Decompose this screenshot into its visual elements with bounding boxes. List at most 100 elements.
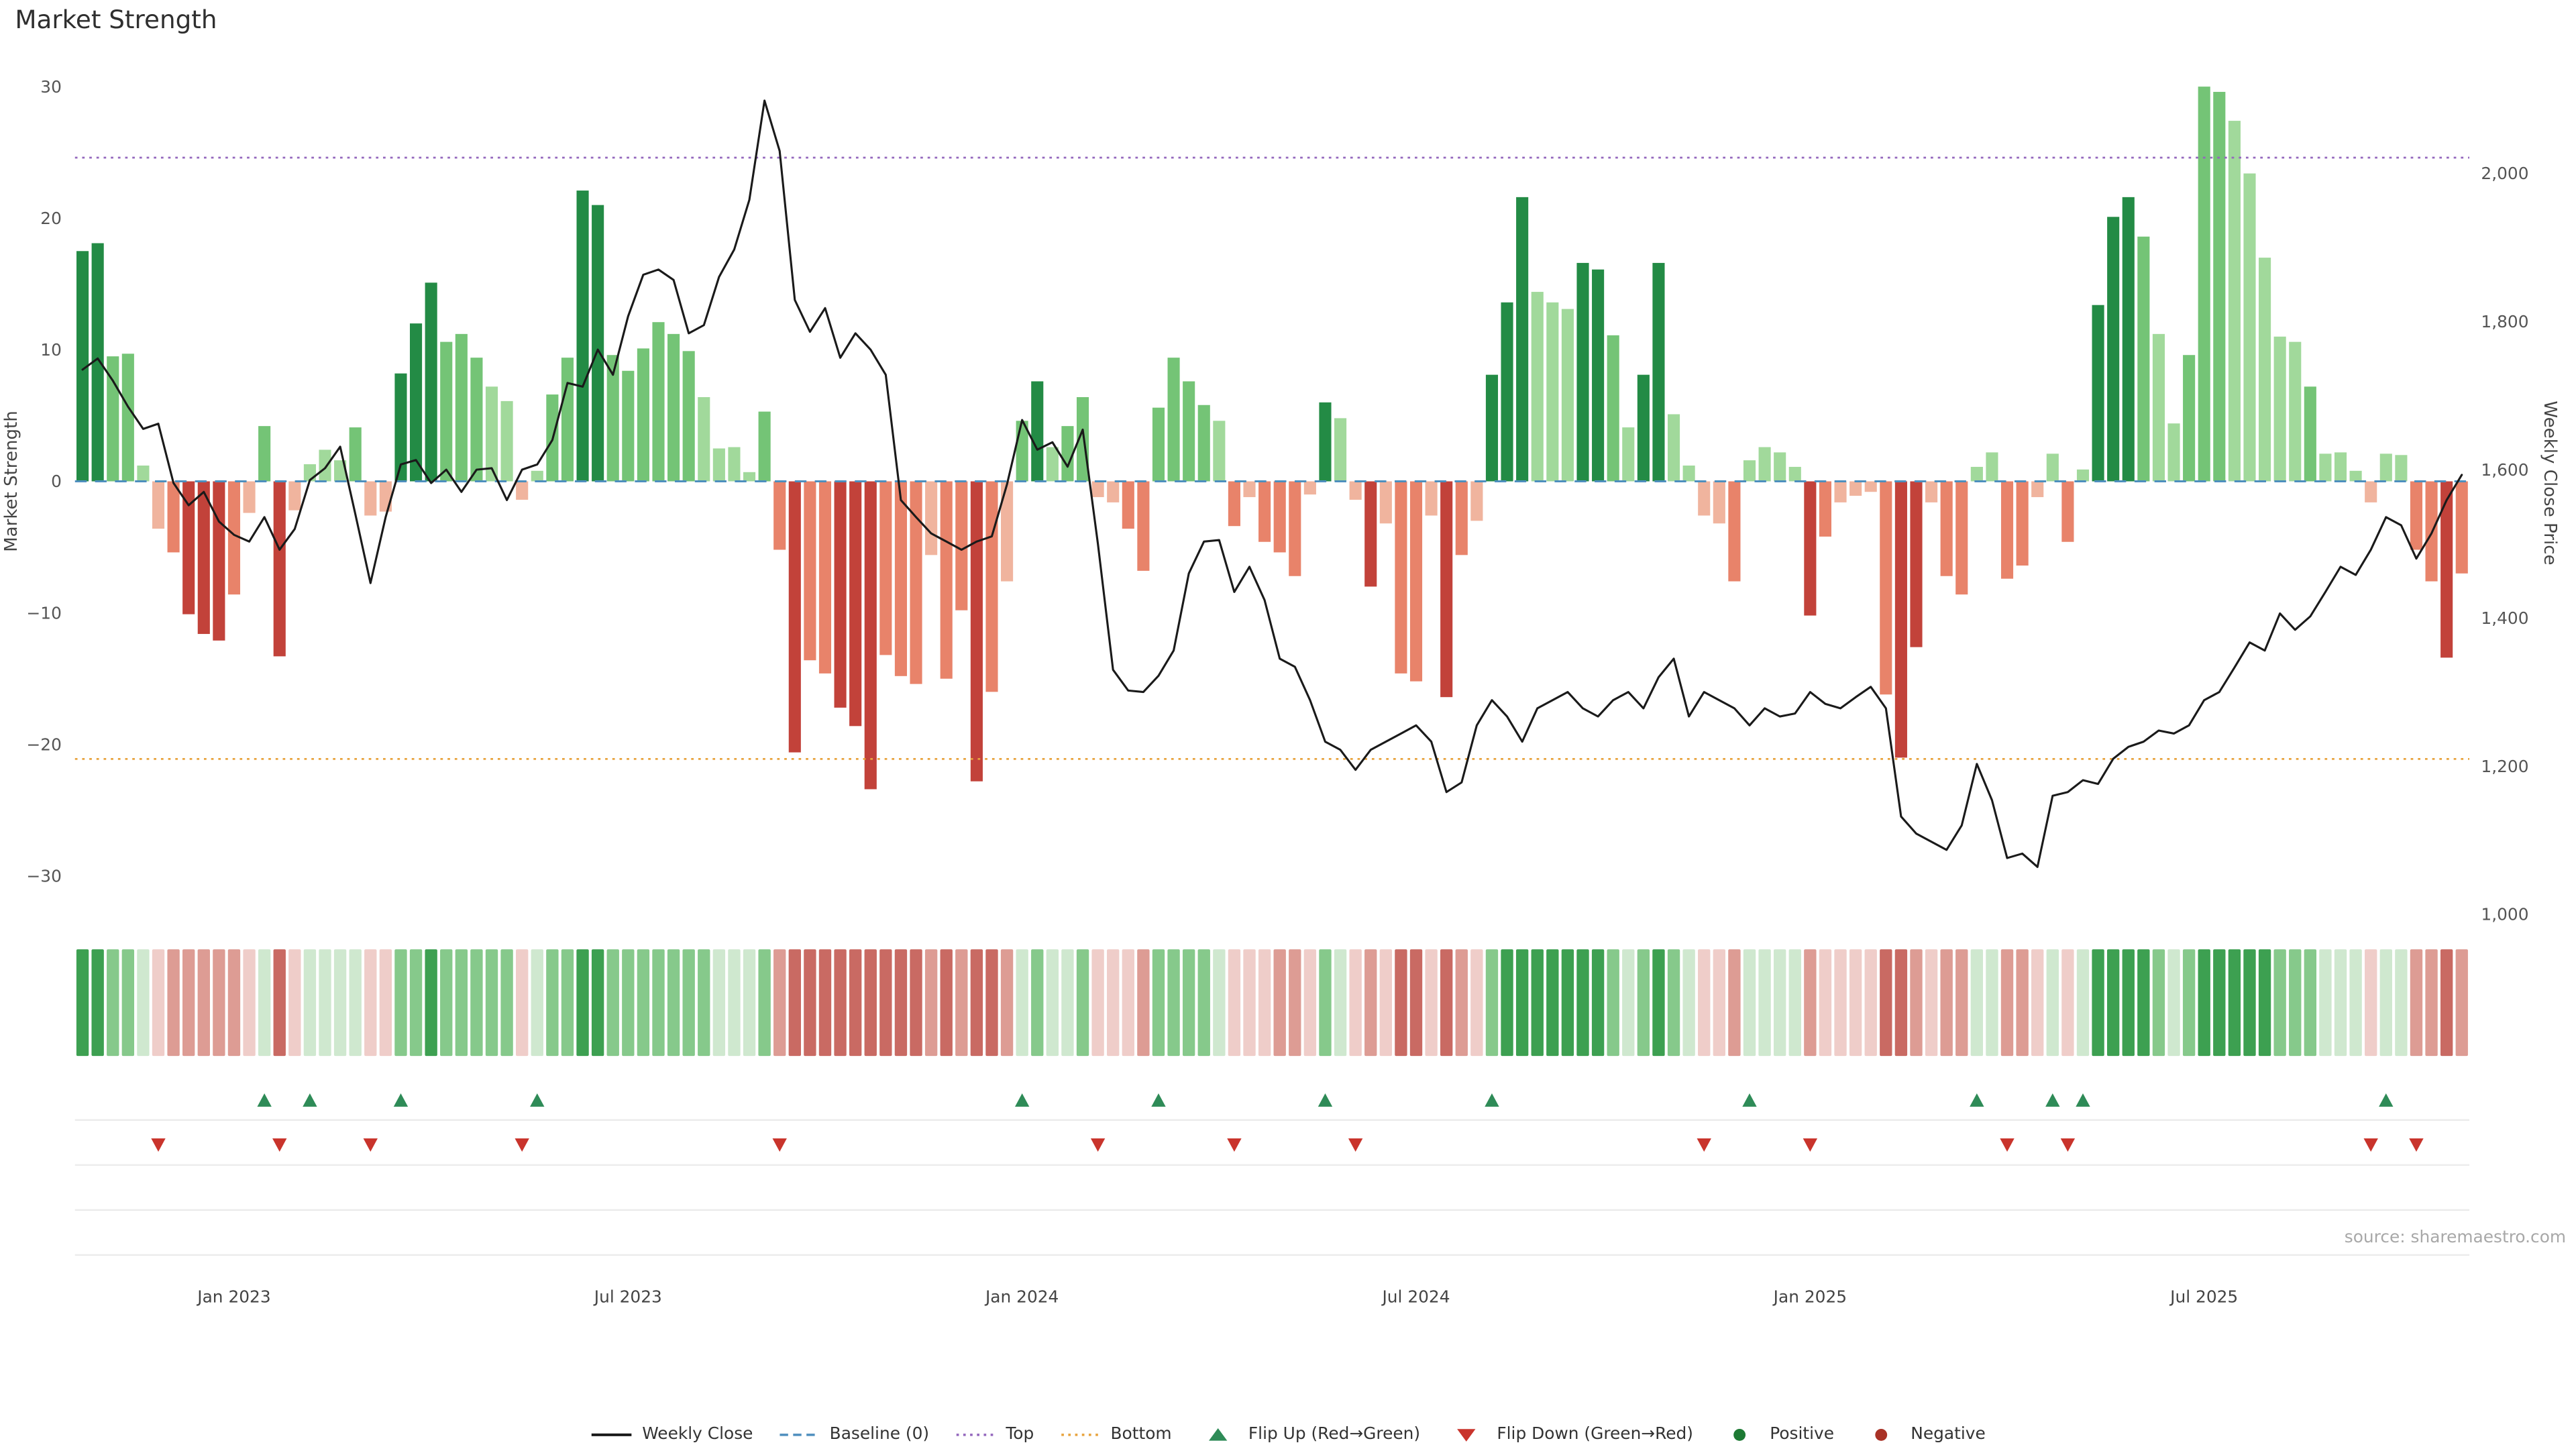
heatmap-cell [1501, 949, 1513, 1057]
strength-bar [1774, 452, 1786, 482]
strength-bar [1910, 481, 1923, 647]
y-tick-label-right: 1,000 [2481, 905, 2528, 924]
legend-label: Weekly Close [642, 1425, 753, 1444]
heatmap-cell [1046, 949, 1059, 1057]
strength-bar [1531, 292, 1544, 482]
heatmap-cell [152, 949, 165, 1057]
strength-bar [849, 481, 862, 727]
strength-bar [2198, 87, 2210, 482]
y-tick-label-right: 1,400 [2481, 608, 2528, 628]
strength-bar [1667, 414, 1680, 482]
heatmap-cell [955, 949, 968, 1057]
heatmap-cell [2076, 949, 2090, 1057]
heatmap-cell [440, 949, 453, 1057]
flip-down-marker [1803, 1138, 1818, 1152]
flip-down-marker [772, 1138, 787, 1152]
heatmap-cell [2273, 949, 2286, 1057]
strength-bar [1303, 481, 1316, 495]
heatmap-cell [546, 949, 559, 1057]
heatmap-cell [2243, 949, 2256, 1057]
strength-bar [1516, 197, 1529, 482]
legend-symbol-dot-icon [1733, 1428, 1746, 1441]
strength-bar [1728, 481, 1741, 582]
heatmap-cell [1000, 949, 1014, 1057]
heatmap-cell [107, 949, 119, 1057]
strength-bar [2122, 197, 2135, 482]
strength-bar [2349, 470, 2362, 482]
flip-markers [151, 1093, 2424, 1152]
strength-bar [1319, 402, 1332, 482]
strength-bar [1622, 427, 1635, 482]
right-axis-label: Weekly Close Price [2540, 400, 2560, 565]
legend-label: Baseline (0) [829, 1425, 930, 1444]
y-tick-label-right: 2,000 [2481, 164, 2528, 183]
strength-bar [213, 481, 225, 641]
strength-bar [637, 348, 649, 482]
strength-bar [470, 358, 483, 482]
heatmap-cell [1698, 949, 1711, 1057]
heatmap-cell [379, 949, 392, 1057]
heatmap-cell [1061, 949, 1074, 1057]
heatmap-cell [243, 949, 256, 1057]
heatmap-cell [2349, 949, 2362, 1057]
strength-bar [2289, 341, 2302, 482]
flip-down-marker [151, 1138, 166, 1152]
strength-bar [91, 243, 104, 482]
heatmap-cell [1743, 949, 1756, 1057]
strength-bar [1713, 481, 1725, 524]
heatmap-cell [1728, 949, 1741, 1057]
heatmap-cell [652, 949, 665, 1057]
heatmap-cell [455, 949, 468, 1057]
y-tick-label-left: −20 [26, 735, 61, 754]
strength-bar [334, 460, 347, 482]
legend-item: Weekly Close [590, 1424, 753, 1444]
heatmap-cell [804, 949, 816, 1057]
strength-bar [1561, 309, 1574, 482]
strength-bar [2076, 469, 2090, 482]
strength-bar [1804, 481, 1817, 616]
legend-symbol-dashed-icon [780, 1434, 820, 1436]
strength-bar [1258, 481, 1271, 542]
strength-bar [1228, 481, 1240, 527]
strength-bar [2365, 481, 2377, 502]
flip-up-marker [1970, 1093, 1984, 1107]
heatmap-cell [698, 949, 710, 1057]
heatmap-cell [1182, 949, 1195, 1057]
strength-bar [879, 481, 892, 655]
strength-bar [1152, 407, 1165, 482]
heatmap-cell [2198, 949, 2210, 1057]
heatmap-cell [2410, 949, 2423, 1057]
legend-symbol-dot-icon [1874, 1428, 1887, 1441]
heatmap-cell [121, 949, 135, 1057]
legend-item: Positive [1718, 1424, 1834, 1444]
flip-down-marker [2000, 1138, 2015, 1152]
strength-bar [773, 481, 786, 550]
strength-bar [1167, 358, 1180, 482]
flip-up-marker [1151, 1093, 1166, 1107]
heatmap-cell [849, 949, 862, 1057]
heatmap-cell [364, 949, 377, 1057]
heatmap-cell [910, 949, 922, 1057]
left-axis-label: Market Strength [1, 411, 21, 552]
strength-bar [1197, 405, 1210, 482]
strength-bar [1743, 460, 1756, 482]
strength-bar [2273, 336, 2286, 482]
legend-item: Top [954, 1424, 1034, 1444]
y-tick-label-right: 1,200 [2481, 757, 2528, 776]
strength-bar [1940, 481, 1953, 576]
strength-bar [606, 355, 619, 482]
heatmap-cell [227, 949, 241, 1057]
strength-bar [455, 333, 468, 482]
strength-bar [652, 322, 665, 482]
strength-bar [910, 481, 922, 684]
strength-bar [818, 481, 832, 674]
heatmap-cell [1470, 949, 1483, 1057]
heatmap-cell [2289, 949, 2302, 1057]
strength-bar [2334, 452, 2347, 482]
strength-bar [227, 481, 241, 595]
strength-bar [2016, 481, 2029, 566]
strength-bar [1986, 452, 1998, 482]
strength-bar [2031, 481, 2044, 498]
heatmap-cell [1955, 949, 1968, 1057]
